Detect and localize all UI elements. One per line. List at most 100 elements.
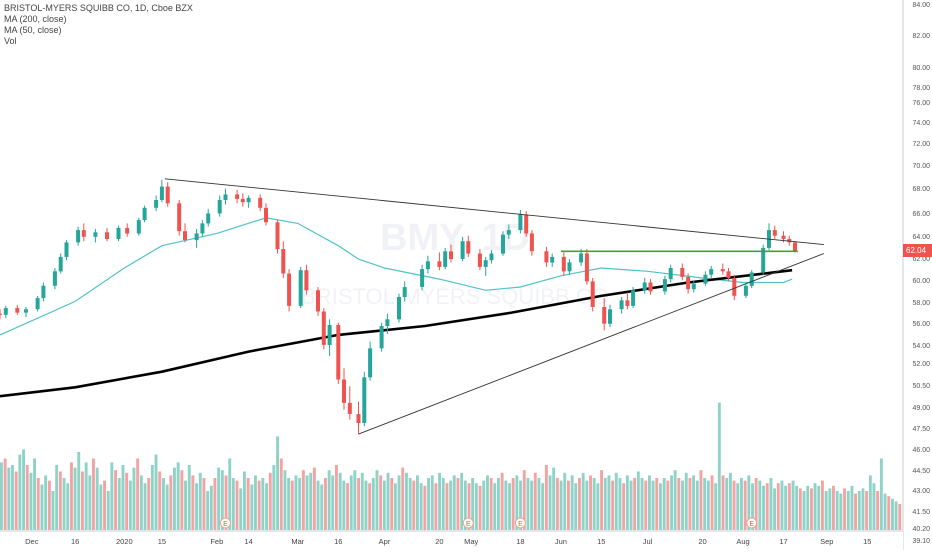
- volume-bar: [272, 465, 276, 530]
- legend-ma50[interactable]: MA (50, close): [4, 25, 62, 35]
- volume-bar: [607, 475, 611, 530]
- candle-body: [506, 230, 511, 235]
- volume-bar: [699, 470, 703, 530]
- volume-bar: [217, 467, 221, 530]
- candle-body: [200, 223, 205, 234]
- volume-bar: [817, 485, 821, 530]
- earnings-marker-label: E: [466, 521, 471, 528]
- time-tick-label: 14: [244, 537, 252, 546]
- volume-bar: [121, 465, 125, 530]
- volume-bar: [40, 484, 44, 530]
- volume-bar: [489, 478, 493, 530]
- price-tick-label: 62.00: [912, 256, 930, 263]
- volume-bar: [335, 465, 338, 530]
- volume-bar: [77, 452, 81, 530]
- volume-bar: [169, 475, 173, 530]
- volume-bar: [136, 458, 140, 530]
- candle-body: [327, 324, 332, 345]
- candle-body: [125, 227, 130, 234]
- trendlines[interactable]: [164, 178, 825, 435]
- volume-bar: [898, 504, 902, 530]
- volume-bar: [449, 480, 453, 530]
- volume-bar: [633, 478, 637, 530]
- volume-bar: [150, 465, 154, 530]
- time-tick-label: Feb: [210, 537, 223, 546]
- volume-bar: [261, 478, 265, 530]
- candle-body: [425, 261, 430, 270]
- earnings-marker: [746, 517, 758, 529]
- volume-bar: [84, 462, 88, 530]
- volume-bar: [567, 480, 570, 530]
- earnings-marker-label: E: [223, 521, 228, 528]
- candle-body: [720, 269, 725, 272]
- price-axis[interactable]: 84.00 82.00 80.00 78.00 76.00 74.00 72.00 70.00…: [902, 0, 932, 550]
- earnings-marker-label: E: [749, 521, 754, 528]
- volume-bar: [813, 483, 817, 530]
- volume-bar: [868, 475, 872, 530]
- candle-body: [691, 283, 696, 290]
- volume-bar: [327, 470, 331, 530]
- candle-body: [449, 251, 453, 260]
- volume-bar: [478, 485, 482, 530]
- volume-bar: [872, 483, 876, 530]
- candle-body: [41, 285, 46, 299]
- volume-bar: [530, 480, 534, 530]
- time-tick-label: Jul: [643, 537, 653, 546]
- time-axis[interactable]: Dec 16 2020 15 Feb 14 Mar 16 Apr 20 May 18 Jun 15 Jul 2…: [0, 530, 903, 550]
- candle-body: [437, 261, 442, 267]
- volume-bar: [555, 478, 559, 530]
- volume-bar: [747, 475, 751, 530]
- volume-bar: [684, 472, 688, 530]
- volume-bar: [695, 480, 699, 530]
- volume-bar: [180, 470, 184, 530]
- volume-bars: [0, 402, 902, 530]
- legend-volume[interactable]: Vol: [4, 36, 17, 46]
- volume-bar: [611, 480, 615, 530]
- volume-bar: [765, 483, 769, 530]
- volume-bar: [452, 475, 456, 530]
- legend-symbol[interactable]: BRISTOL-MYERS SQUIBB CO, 1D, Cboe BZX: [4, 3, 193, 13]
- volume-bar: [714, 483, 718, 530]
- candle-body: [732, 278, 737, 296]
- candle-body: [483, 260, 488, 267]
- volume-bar: [228, 458, 232, 530]
- candle-body: [608, 309, 612, 324]
- volume-bar: [666, 480, 670, 530]
- candle-body: [24, 309, 28, 313]
- price-tick-label: 54.00: [912, 343, 930, 350]
- legend-ma200[interactable]: MA (200, close): [4, 14, 67, 24]
- candle-body: [177, 203, 182, 232]
- candle-body: [703, 274, 708, 284]
- volume-bar: [706, 480, 710, 530]
- candle-body: [518, 214, 523, 231]
- candle-body: [246, 197, 251, 203]
- volume-bar: [386, 472, 390, 530]
- volume-bar: [405, 472, 408, 530]
- volume-bar: [408, 478, 412, 530]
- volume-bar: [743, 480, 747, 530]
- candle-body: [183, 231, 187, 241]
- volume-bar: [51, 491, 55, 530]
- time-tick-label: 16: [71, 537, 79, 546]
- volume-bar: [519, 480, 522, 530]
- time-tick-label: Jun: [555, 537, 567, 546]
- volume-bar: [574, 483, 578, 530]
- price-tick-label: 40.20: [912, 526, 930, 533]
- volume-bar: [114, 470, 117, 530]
- volume-bar: [688, 478, 692, 530]
- candle-body: [579, 253, 584, 263]
- volume-bar: [173, 467, 176, 530]
- volume-bar: [434, 483, 438, 530]
- volume-bar: [235, 480, 239, 530]
- candle-body: [321, 311, 326, 345]
- volume-bar: [298, 478, 302, 530]
- candle-body: [154, 200, 159, 208]
- volume-bar: [81, 471, 84, 530]
- price-tick-label: 64.00: [912, 234, 930, 241]
- volume-bar: [659, 483, 662, 530]
- volume-bar: [209, 485, 213, 530]
- price-tick-label: 46.00: [912, 447, 930, 454]
